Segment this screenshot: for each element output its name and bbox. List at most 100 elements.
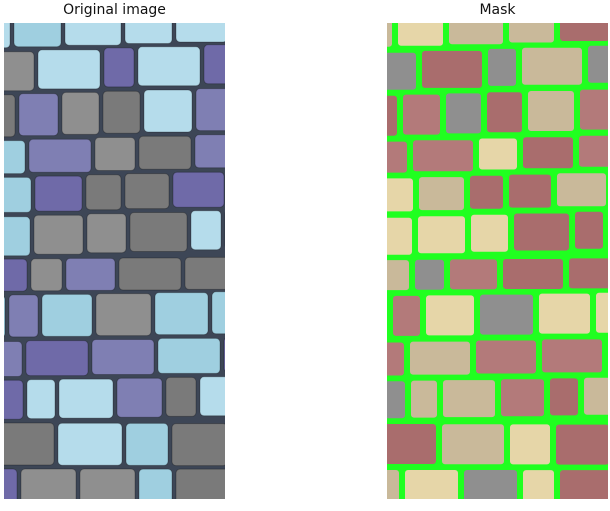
paving-stone <box>391 293 422 338</box>
original-image-panel <box>4 23 225 499</box>
paving-stone <box>175 468 225 499</box>
paving-stone <box>4 296 6 337</box>
paving-stone <box>30 258 63 292</box>
paving-stone <box>85 174 122 211</box>
paving-stone <box>190 210 222 251</box>
paving-stone <box>171 423 225 467</box>
paving-stone <box>462 468 519 499</box>
paving-stone <box>594 290 608 335</box>
paving-stone <box>118 257 182 291</box>
paving-stone <box>387 215 414 257</box>
paving-stone <box>79 468 136 499</box>
paving-stone <box>387 176 415 214</box>
paving-stone <box>411 138 475 174</box>
paving-stone <box>26 379 56 420</box>
paving-stone <box>13 23 62 48</box>
paving-stone <box>512 211 571 253</box>
paving-stone <box>567 256 608 291</box>
paving-stone <box>577 133 608 169</box>
paving-stone <box>34 175 83 212</box>
paving-stone <box>137 46 201 87</box>
paving-stone <box>95 293 152 337</box>
paving-stone <box>403 468 460 499</box>
paving-stone <box>64 23 122 46</box>
paving-stone <box>508 422 552 467</box>
paving-stone <box>138 135 192 170</box>
paving-stone <box>507 172 553 210</box>
paving-stone <box>387 258 411 293</box>
paving-stone <box>387 468 401 499</box>
paving-stone <box>469 212 510 254</box>
paving-stone <box>387 379 407 421</box>
paving-stone <box>387 93 399 138</box>
paving-stone <box>58 378 114 419</box>
paving-stone <box>172 171 225 208</box>
paving-stone <box>416 214 467 256</box>
paving-stone <box>526 89 576 133</box>
paving-stone <box>387 23 394 49</box>
original-image-title: Original image <box>63 2 166 18</box>
paving-stone <box>124 173 170 210</box>
paving-stone <box>387 295 389 338</box>
paving-stone <box>420 48 484 90</box>
paving-stone <box>157 337 221 374</box>
paving-stone <box>94 137 136 171</box>
paving-stone <box>417 175 466 213</box>
mask-panel <box>387 23 608 499</box>
paving-stone <box>4 23 11 49</box>
paving-stone <box>184 256 225 290</box>
paving-stone <box>558 23 608 43</box>
paving-stone <box>4 140 26 175</box>
paving-stone <box>413 257 446 292</box>
paving-stone <box>37 49 101 90</box>
paving-stone <box>486 46 518 88</box>
paving-stone <box>477 136 519 172</box>
paving-stone <box>129 212 188 252</box>
paving-stone <box>116 377 163 418</box>
paving-stone <box>401 92 442 137</box>
paving-stone <box>125 422 169 466</box>
paving-stone <box>441 378 497 420</box>
paving-stone <box>195 88 225 132</box>
paving-stone <box>573 209 605 251</box>
paving-stone <box>211 291 225 335</box>
paving-stone <box>448 257 499 292</box>
paving-stone <box>65 257 116 291</box>
paving-stone <box>507 23 556 45</box>
paving-stone <box>223 337 225 372</box>
paving-stone <box>4 94 16 138</box>
paving-stone <box>578 87 608 132</box>
paving-stone <box>61 91 100 135</box>
paving-stone <box>4 258 28 292</box>
paving-stone <box>33 214 84 255</box>
paving-stone <box>537 291 592 336</box>
paving-stone <box>521 135 575 171</box>
paving-stone <box>8 294 39 338</box>
mask-title: Mask <box>479 2 516 18</box>
paving-stone <box>175 23 225 43</box>
paving-stone <box>4 176 32 213</box>
paving-stone <box>4 422 55 466</box>
paving-stone <box>4 341 23 377</box>
paving-stone <box>444 91 483 136</box>
paving-stone <box>124 23 173 44</box>
paving-stone <box>25 340 89 377</box>
paving-stone <box>143 89 193 133</box>
paving-stone <box>540 337 604 375</box>
mask-image <box>387 23 608 499</box>
paving-stone <box>138 468 173 499</box>
paving-stone <box>103 47 135 88</box>
paving-stone <box>521 468 556 499</box>
paving-stone <box>396 23 445 48</box>
paving-stone <box>387 340 406 378</box>
paving-stone <box>468 173 505 211</box>
paving-stone <box>555 171 608 209</box>
paving-stone <box>57 422 123 466</box>
paving-stone <box>4 379 24 420</box>
paving-stone <box>586 43 608 85</box>
paving-stone <box>548 376 580 418</box>
paving-stone <box>558 468 608 499</box>
paving-stone <box>20 468 77 499</box>
paving-stone <box>387 422 438 466</box>
paving-stone <box>4 468 18 499</box>
